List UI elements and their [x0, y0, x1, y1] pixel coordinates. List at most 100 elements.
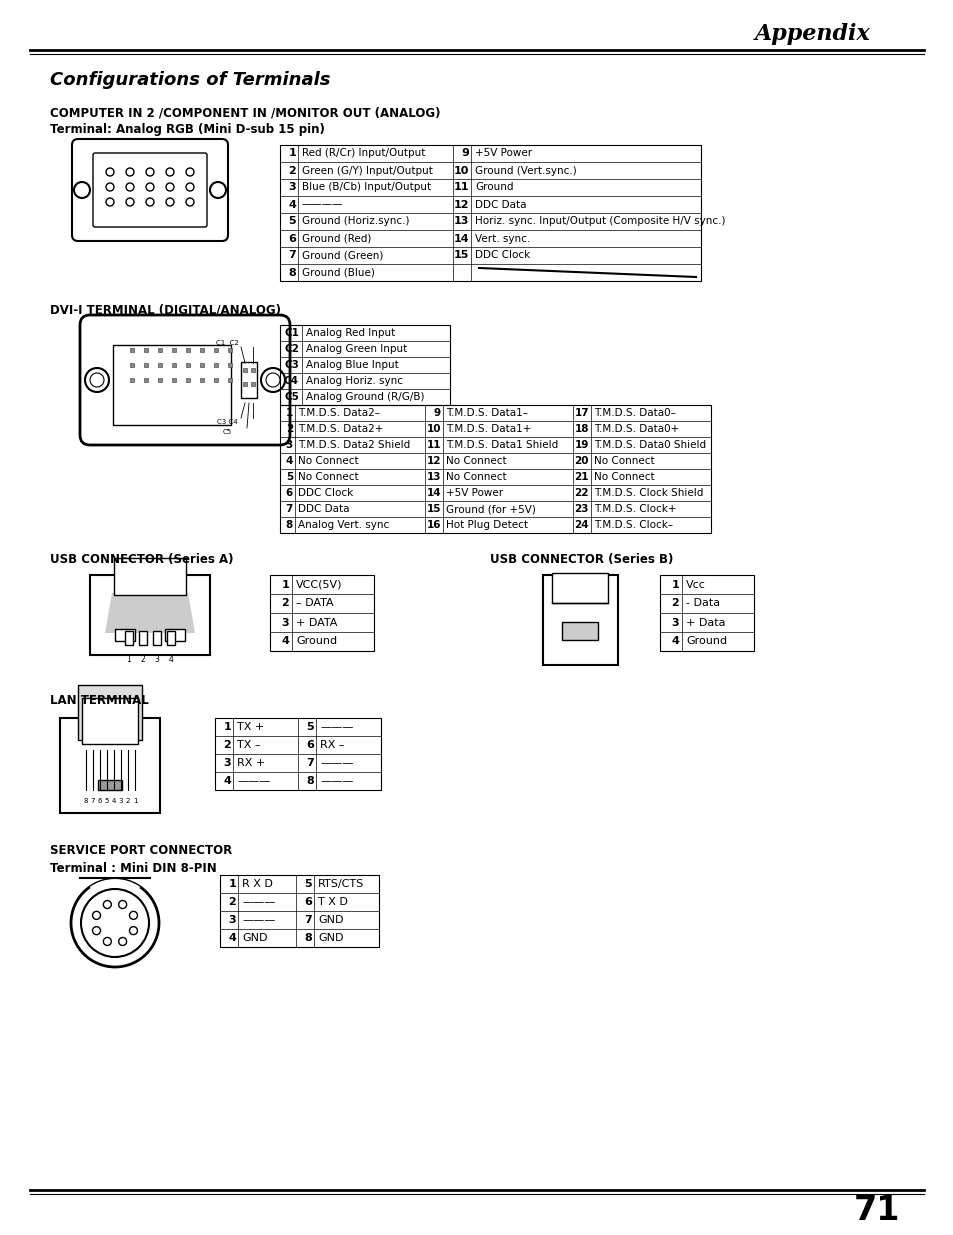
Bar [542, 576, 618, 664]
Text: 12: 12 [426, 456, 440, 466]
Text: Analog Vert. sync: Analog Vert. sync [297, 520, 389, 530]
Circle shape [126, 183, 133, 191]
Circle shape [186, 198, 193, 206]
Text: 18: 18 [574, 424, 588, 433]
Text: 8: 8 [306, 776, 314, 785]
Text: +5V Power: +5V Power [446, 488, 502, 498]
Text: ———: ——— [242, 897, 275, 906]
Text: 7: 7 [285, 504, 293, 514]
Text: VCC(5V): VCC(5V) [295, 579, 342, 589]
Circle shape [210, 182, 226, 198]
Text: 2: 2 [126, 798, 130, 804]
Text: + DATA: + DATA [295, 618, 337, 627]
Text: 5: 5 [304, 879, 312, 889]
Text: 9: 9 [460, 148, 469, 158]
Text: 2: 2 [140, 656, 145, 664]
Text: Ground: Ground [685, 636, 726, 646]
Bar [280, 144, 700, 282]
Bar [561, 622, 598, 640]
Bar [90, 576, 210, 655]
Text: 20: 20 [574, 456, 588, 466]
Bar [115, 629, 135, 641]
Text: 10: 10 [453, 165, 469, 175]
Circle shape [186, 168, 193, 177]
Text: 5: 5 [105, 798, 109, 804]
Text: 5: 5 [306, 722, 314, 732]
Bar [552, 573, 607, 603]
Text: C1  C2: C1 C2 [215, 340, 238, 346]
Text: 4: 4 [169, 656, 173, 664]
Text: C4: C4 [284, 375, 298, 387]
Text: Blue (B/Cb) Input/Output: Blue (B/Cb) Input/Output [302, 183, 431, 193]
Text: 15: 15 [453, 251, 469, 261]
Text: ———: ——— [319, 722, 353, 732]
Text: DDC Data: DDC Data [297, 504, 349, 514]
Text: Analog Green Input: Analog Green Input [306, 345, 407, 354]
Text: Hot Plug Detect: Hot Plug Detect [446, 520, 527, 530]
Bar [270, 576, 374, 651]
Text: ———: ——— [236, 776, 270, 785]
Text: Analog Ground (R/G/B): Analog Ground (R/G/B) [306, 391, 424, 403]
Text: 8: 8 [304, 932, 312, 944]
Text: 21: 21 [574, 472, 588, 482]
Circle shape [81, 889, 149, 957]
Text: USB CONNECTOR (Series A): USB CONNECTOR (Series A) [50, 553, 233, 567]
Bar [152, 631, 161, 645]
Text: DDC Clock: DDC Clock [297, 488, 353, 498]
Bar [165, 629, 185, 641]
Text: 1: 1 [286, 408, 293, 417]
Text: 3: 3 [118, 798, 123, 804]
Text: Terminal : Mini DIN 8-PIN: Terminal : Mini DIN 8-PIN [50, 862, 216, 874]
Text: 2: 2 [281, 599, 289, 609]
Bar [167, 631, 174, 645]
Text: DDC Data: DDC Data [475, 200, 526, 210]
Text: 19: 19 [574, 440, 588, 450]
Circle shape [74, 182, 90, 198]
Text: Ground (Green): Ground (Green) [302, 251, 383, 261]
Circle shape [103, 937, 112, 946]
Text: 1: 1 [288, 148, 295, 158]
Text: C5: C5 [222, 429, 232, 435]
Text: COMPUTER IN 2 /COMPONENT IN /MONITOR OUT (ANALOG): COMPUTER IN 2 /COMPONENT IN /MONITOR OUT… [50, 106, 440, 120]
Text: 4: 4 [223, 776, 231, 785]
Text: 4: 4 [228, 932, 235, 944]
Text: C3: C3 [284, 359, 298, 370]
Text: C2: C2 [284, 345, 298, 354]
Text: Appendix: Appendix [754, 23, 869, 44]
FancyBboxPatch shape [92, 153, 207, 227]
Text: Terminal: Analog RGB (Mini D-sub 15 pin): Terminal: Analog RGB (Mini D-sub 15 pin) [50, 124, 325, 137]
Text: SERVICE PORT CONNECTOR: SERVICE PORT CONNECTOR [50, 844, 232, 857]
Text: Analog Red Input: Analog Red Input [306, 329, 395, 338]
Text: C3 C4: C3 C4 [216, 419, 237, 425]
Bar [139, 631, 147, 645]
Text: 5: 5 [288, 216, 295, 226]
Text: GND: GND [242, 932, 267, 944]
Text: 4: 4 [285, 456, 293, 466]
Text: 71: 71 [853, 1193, 899, 1226]
Circle shape [146, 198, 153, 206]
Text: 10: 10 [426, 424, 440, 433]
Bar [113, 558, 186, 595]
Text: Ground (Blue): Ground (Blue) [302, 268, 375, 278]
Text: 3: 3 [671, 618, 679, 627]
Circle shape [85, 368, 109, 391]
Text: 6: 6 [306, 740, 314, 750]
Text: 2: 2 [286, 424, 293, 433]
FancyBboxPatch shape [80, 315, 290, 445]
Circle shape [90, 373, 104, 387]
Text: GND: GND [317, 915, 343, 925]
Circle shape [71, 879, 159, 967]
Text: Horiz. sync. Input/Output (Composite H/V sync.): Horiz. sync. Input/Output (Composite H/V… [475, 216, 724, 226]
Circle shape [118, 937, 127, 946]
Text: 8: 8 [286, 520, 293, 530]
Text: 5: 5 [286, 472, 293, 482]
Text: 1: 1 [223, 722, 231, 732]
Circle shape [126, 198, 133, 206]
Text: 6: 6 [286, 488, 293, 498]
Text: R X D: R X D [242, 879, 273, 889]
Text: 13: 13 [453, 216, 469, 226]
Text: T.M.D.S. Data0+: T.M.D.S. Data0+ [594, 424, 679, 433]
Text: ———: ——— [242, 915, 275, 925]
Text: 15: 15 [426, 504, 440, 514]
Text: 4: 4 [281, 636, 289, 646]
